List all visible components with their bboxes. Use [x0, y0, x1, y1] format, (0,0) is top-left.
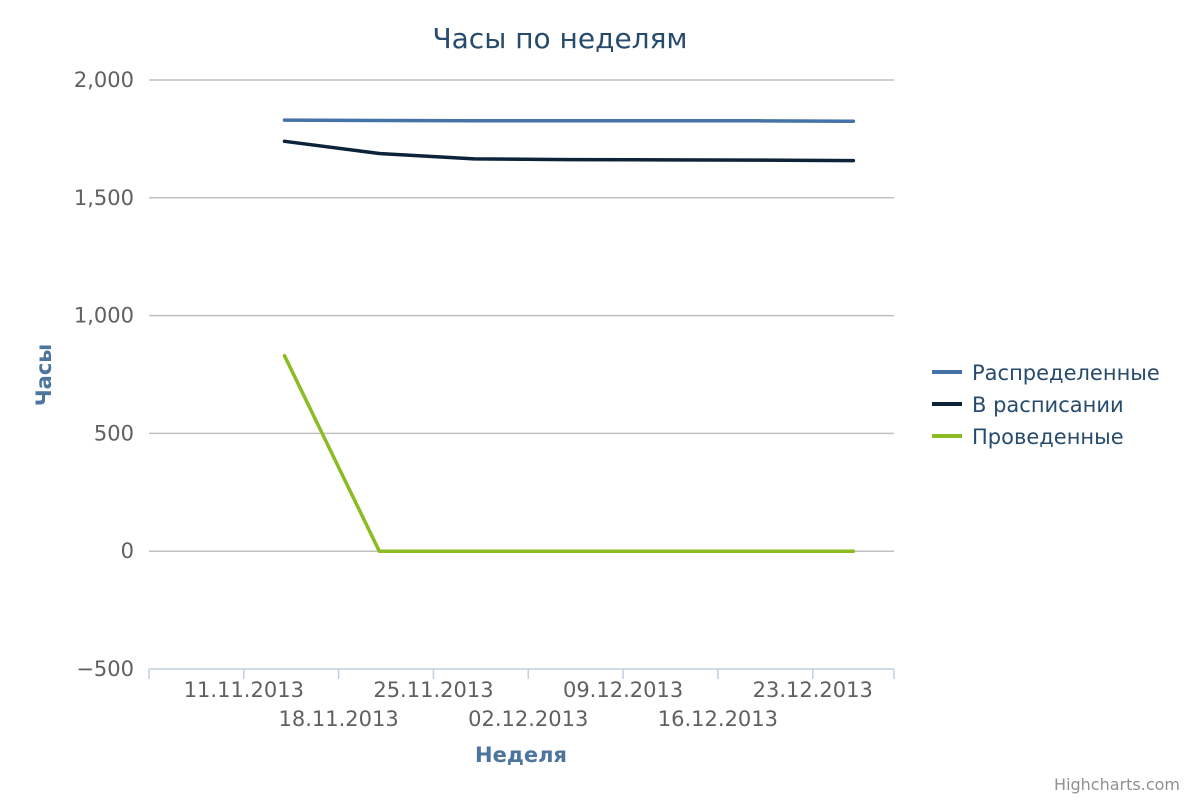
series-line-3[interactable] [282, 353, 856, 553]
legend-label[interactable]: В расписании [972, 393, 1124, 417]
x-tick-label: 11.11.2013 [184, 678, 304, 702]
y-tick-label: 2,000 [74, 68, 134, 92]
x-axis: 11.11.2013 18.11.2013 25.11.2013 02.12.2013… [148, 668, 895, 731]
series-line-2[interactable] [282, 139, 856, 163]
y-tick-label: 1,000 [74, 304, 134, 328]
grid [149, 79, 894, 552]
y-axis-ticks: −500 0 500 1,000 1,500 2,000 [74, 68, 134, 681]
legend-label[interactable]: Проведенные [972, 425, 1124, 449]
y-tick-label: 500 [94, 421, 134, 445]
x-tick-label: 16.12.2013 [658, 707, 778, 731]
x-tick-label: 23.12.2013 [753, 678, 873, 702]
legend-label[interactable]: Распределенные [972, 361, 1160, 385]
y-tick-label: −500 [76, 657, 134, 681]
x-axis-title: Неделя [475, 743, 567, 767]
x-tick-label: 09.12.2013 [563, 678, 683, 702]
x-tick-label: 18.11.2013 [279, 707, 399, 731]
credit-link[interactable]: Highcharts.com [1054, 775, 1180, 794]
series-layer [282, 118, 856, 553]
y-tick-label: 0 [121, 539, 134, 563]
x-tick-label: 02.12.2013 [468, 707, 588, 731]
x-tick-label: 25.11.2013 [373, 678, 493, 702]
chart-title: Часы по неделям [432, 22, 687, 55]
y-tick-label: 1,500 [74, 186, 134, 210]
legend: Распределенные В расписании Проведенные [932, 361, 1160, 449]
series-line-1[interactable] [282, 118, 856, 123]
y-axis-title: Часы [32, 344, 56, 407]
